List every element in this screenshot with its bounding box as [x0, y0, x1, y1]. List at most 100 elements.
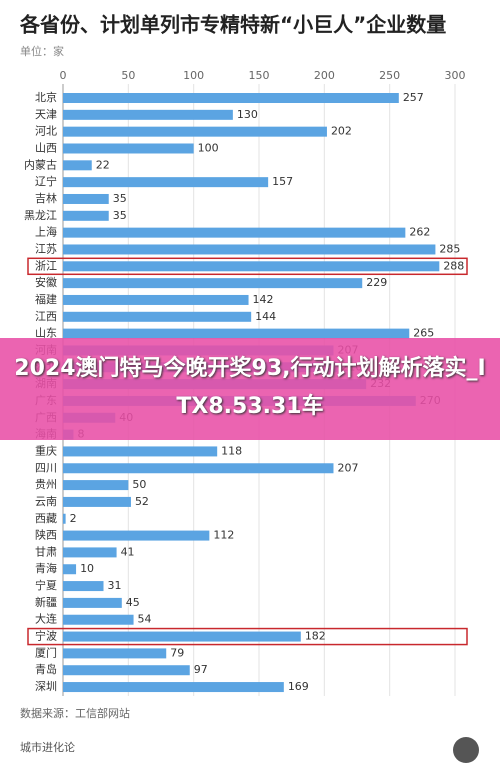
- y-tick-label: 浙江: [35, 259, 57, 272]
- bar: [63, 244, 436, 255]
- bar: [63, 665, 190, 676]
- x-tick-label: 150: [249, 69, 270, 82]
- value-label: 288: [443, 259, 464, 272]
- y-tick-label: 宁夏: [35, 578, 57, 592]
- bar: [63, 530, 210, 541]
- y-tick-label: 宁波: [35, 629, 57, 643]
- value-label: 182: [305, 630, 326, 643]
- y-tick-label: 北京: [35, 90, 57, 104]
- source: 数据来源：工信部网站: [20, 706, 130, 720]
- value-label: 54: [138, 613, 152, 626]
- y-tick-label: 四川: [35, 461, 57, 474]
- x-tick-label: 100: [183, 69, 204, 82]
- y-tick-label: 山东: [35, 327, 57, 340]
- bar: [63, 227, 406, 238]
- bar: [63, 93, 399, 103]
- y-tick-label: 上海: [35, 225, 57, 239]
- x-tick-label: 200: [314, 69, 335, 82]
- value-label: 157: [272, 175, 293, 188]
- x-tick-label: 0: [60, 69, 67, 82]
- value-label: 50: [132, 478, 146, 491]
- value-label: 142: [253, 293, 274, 306]
- value-label: 169: [288, 680, 309, 693]
- value-label: 79: [170, 646, 184, 659]
- bar: [63, 446, 218, 457]
- value-label: 97: [194, 663, 208, 676]
- x-tick-label: 50: [121, 69, 135, 82]
- y-tick-label: 重庆: [35, 443, 57, 457]
- overlay-text: 2024澳门特马今晚开奖93,行动计划解析落实_ITX8.53.31车: [14, 356, 486, 419]
- y-tick-label: 辽宁: [35, 174, 57, 188]
- bar: [63, 463, 334, 474]
- bar: [63, 513, 66, 524]
- y-tick-label: 大连: [35, 612, 57, 626]
- overlay-band: [0, 338, 500, 440]
- bar: [63, 682, 284, 693]
- bar: [63, 631, 301, 642]
- y-tick-label: 安徽: [35, 275, 57, 289]
- value-label: 257: [403, 91, 424, 104]
- value-label: 10: [80, 562, 94, 575]
- value-label: 22: [96, 158, 110, 171]
- bar: [63, 564, 77, 575]
- overlay-box: 2024澳门特马今晚开奖93,行动计划解析落实_ITX8.53.31车: [14, 356, 486, 419]
- value-label: 118: [221, 444, 242, 457]
- bar: [63, 648, 167, 659]
- bar: [63, 328, 410, 339]
- y-tick-label: 江苏: [35, 242, 57, 255]
- bar: [63, 496, 131, 507]
- bar: [63, 581, 104, 592]
- y-tick-label: 厦门: [35, 645, 57, 659]
- y-tick-label: 内蒙古: [24, 157, 57, 171]
- y-tick-label: 山西: [35, 141, 57, 154]
- bar: [63, 193, 109, 204]
- bar: [63, 597, 122, 608]
- bar: [63, 614, 134, 625]
- bar: [63, 210, 109, 221]
- bar: [63, 126, 327, 137]
- value-label: 265: [413, 327, 434, 340]
- bar: [63, 311, 252, 322]
- y-tick-label: 青岛: [35, 662, 57, 676]
- value-label: 285: [439, 242, 460, 255]
- y-tick-label: 云南: [35, 495, 57, 508]
- y-tick-label: 西藏: [35, 512, 57, 525]
- value-label: 35: [113, 209, 127, 222]
- x-tick-label: 250: [379, 69, 400, 82]
- y-tick-label: 黑龙江: [24, 209, 57, 222]
- y-tick-label: 青海: [35, 561, 57, 575]
- y-tick-label: 天津: [35, 108, 57, 121]
- value-label: 31: [108, 579, 122, 592]
- bar: [63, 278, 363, 289]
- highlight-box: [27, 627, 468, 646]
- value-label: 2: [70, 512, 77, 525]
- bar: [63, 177, 269, 188]
- value-label: 35: [113, 192, 127, 205]
- value-label: 207: [337, 461, 358, 474]
- value-label: 202: [331, 125, 352, 138]
- value-label: 41: [121, 545, 135, 558]
- y-tick-label: 贵州: [35, 478, 57, 491]
- value-label: 130: [237, 108, 258, 121]
- bar: [63, 261, 440, 272]
- bar: [63, 109, 233, 120]
- brand: 城市进化论: [20, 740, 75, 754]
- bar: [63, 480, 129, 491]
- bar: [63, 547, 117, 558]
- value-label: 112: [213, 529, 234, 542]
- chart-title: 各省份、计划单列市专精特新“小巨人”企业数量: [19, 13, 446, 37]
- highlight-box: [27, 257, 468, 276]
- y-tick-label: 陕西: [35, 528, 57, 542]
- bar: [63, 160, 92, 171]
- y-tick-label: 吉林: [35, 191, 57, 205]
- value-label: 45: [126, 596, 140, 609]
- y-tick-label: 福建: [35, 292, 57, 306]
- value-label: 144: [255, 310, 276, 323]
- y-tick-label: 甘肃: [35, 545, 57, 558]
- y-tick-label: 河北: [35, 125, 57, 138]
- value-label: 262: [409, 226, 430, 239]
- y-tick-label: 深圳: [35, 680, 57, 693]
- logo: [453, 737, 479, 763]
- value-label: 229: [366, 276, 387, 289]
- y-tick-label: 江西: [35, 310, 57, 323]
